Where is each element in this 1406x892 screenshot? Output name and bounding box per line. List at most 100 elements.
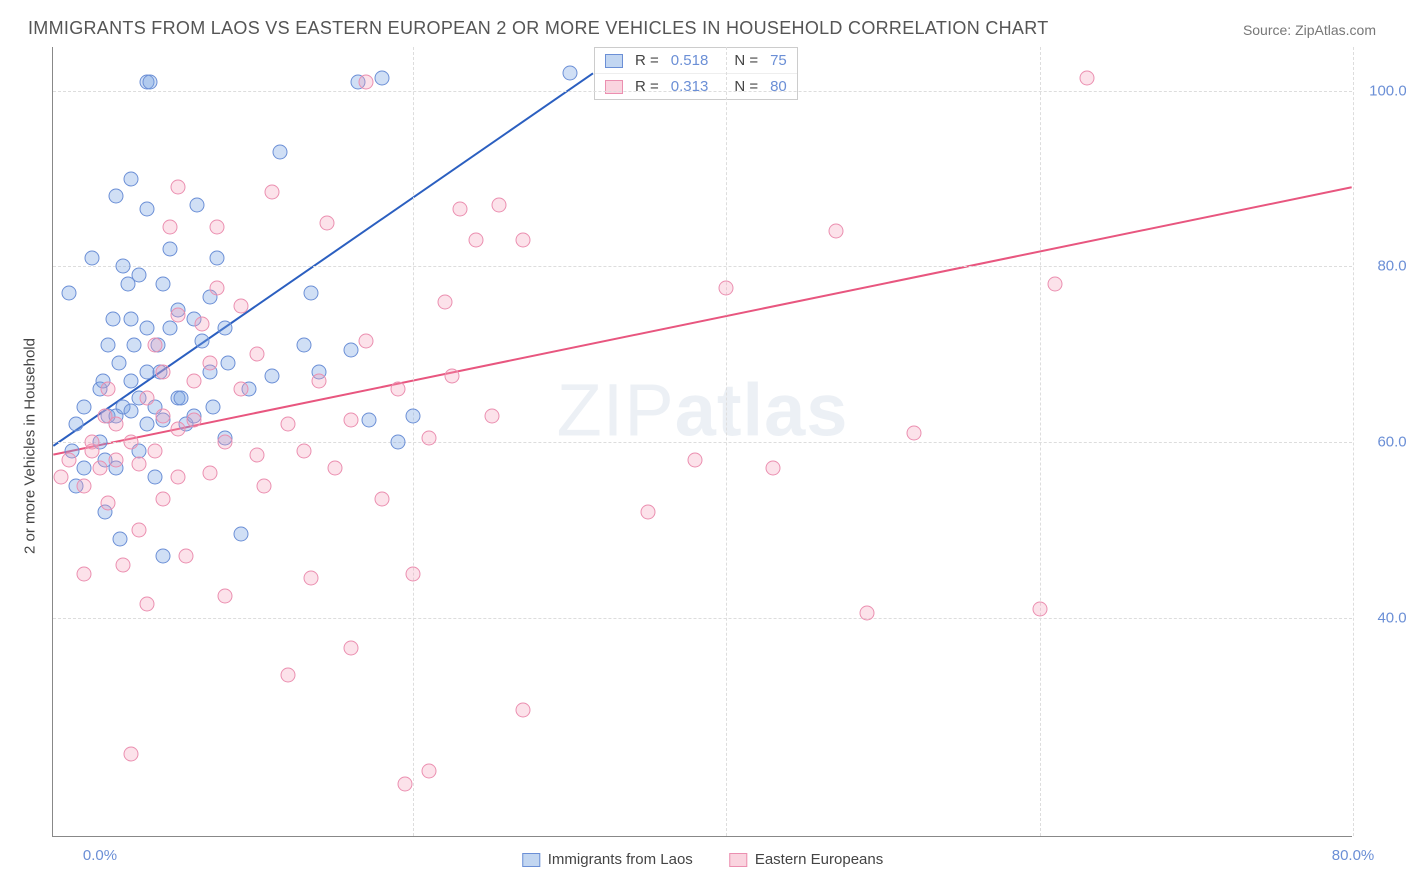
legend-swatch [729, 853, 747, 867]
data-point [132, 456, 147, 471]
gridline-v [413, 47, 414, 836]
data-point [108, 452, 123, 467]
data-point [179, 549, 194, 564]
data-point [515, 702, 530, 717]
source-label: Source: [1243, 22, 1295, 38]
data-point [437, 294, 452, 309]
gridline-v [1353, 47, 1354, 836]
data-point [171, 307, 186, 322]
data-point [77, 399, 92, 414]
legend-stat-row: R = 0.313 N = 80 [595, 73, 797, 99]
y-tick-label: 80.0% [1377, 258, 1406, 275]
data-point [155, 277, 170, 292]
gridline-h [53, 442, 1352, 443]
data-point [194, 334, 209, 349]
data-point [100, 496, 115, 511]
data-point [233, 382, 248, 397]
data-point [312, 373, 327, 388]
data-point [190, 198, 205, 213]
data-point [766, 461, 781, 476]
legend-swatch [605, 54, 623, 68]
data-point [359, 334, 374, 349]
data-point [406, 408, 421, 423]
data-point [688, 452, 703, 467]
gridline-h [53, 266, 1352, 267]
data-point [265, 369, 280, 384]
data-point [108, 417, 123, 432]
y-axis-title: 2 or more Vehicles in Household [22, 338, 39, 554]
trend-line [53, 187, 1351, 454]
data-point [100, 338, 115, 353]
data-point [108, 189, 123, 204]
data-point [163, 219, 178, 234]
data-point [1079, 70, 1094, 85]
data-point [85, 250, 100, 265]
n-label: N = [734, 78, 758, 95]
data-point [139, 417, 154, 432]
data-point [171, 180, 186, 195]
data-point [492, 198, 507, 213]
n-label: N = [734, 52, 758, 69]
data-point [202, 465, 217, 480]
data-point [453, 202, 468, 217]
data-point [139, 597, 154, 612]
data-point [249, 448, 264, 463]
y-tick-label: 40.0% [1377, 609, 1406, 626]
data-point [406, 566, 421, 581]
data-point [390, 382, 405, 397]
source-attribution: Source: ZipAtlas.com [1243, 22, 1376, 38]
data-point [155, 549, 170, 564]
data-point [210, 250, 225, 265]
data-point [143, 75, 158, 90]
gridline-v [726, 47, 727, 836]
data-point [124, 435, 139, 450]
data-point [202, 356, 217, 371]
data-point [210, 219, 225, 234]
data-point [186, 373, 201, 388]
data-point [1032, 601, 1047, 616]
data-point [132, 268, 147, 283]
data-point [221, 356, 236, 371]
data-point [233, 527, 248, 542]
data-point [124, 171, 139, 186]
data-point [641, 505, 656, 520]
data-point [320, 215, 335, 230]
data-point [421, 430, 436, 445]
legend-label: Immigrants from Laos [548, 851, 693, 868]
legend-label: Eastern Europeans [755, 851, 883, 868]
gridline-h [53, 91, 1352, 92]
chart-title: IMMIGRANTS FROM LAOS VS EASTERN EUROPEAN… [28, 18, 1049, 39]
data-point [147, 443, 162, 458]
data-point [61, 452, 76, 467]
r-label: R = [635, 78, 659, 95]
data-point [218, 588, 233, 603]
gridline-v [1040, 47, 1041, 836]
data-point [139, 391, 154, 406]
data-point [147, 470, 162, 485]
data-point [132, 522, 147, 537]
data-point [155, 408, 170, 423]
data-point [362, 413, 377, 428]
data-point [273, 145, 288, 160]
data-point [829, 224, 844, 239]
data-point [304, 571, 319, 586]
legend-stat-row: R = 0.518 N = 75 [595, 48, 797, 73]
data-point [343, 342, 358, 357]
legend-stats: R = 0.518 N = 75 R = 0.313 N = 80 [594, 47, 798, 100]
data-point [92, 461, 107, 476]
watermark: ZIPatlas [557, 367, 849, 452]
data-point [280, 417, 295, 432]
data-point [155, 492, 170, 507]
data-point [210, 281, 225, 296]
data-point [77, 566, 92, 581]
data-point [374, 70, 389, 85]
data-point [280, 667, 295, 682]
data-point [171, 470, 186, 485]
data-point [390, 435, 405, 450]
legend-series: Immigrants from Laos Eastern Europeans [522, 851, 883, 868]
data-point [304, 285, 319, 300]
data-point [343, 413, 358, 428]
data-point [174, 391, 189, 406]
gridline-h [53, 618, 1352, 619]
data-point [139, 202, 154, 217]
